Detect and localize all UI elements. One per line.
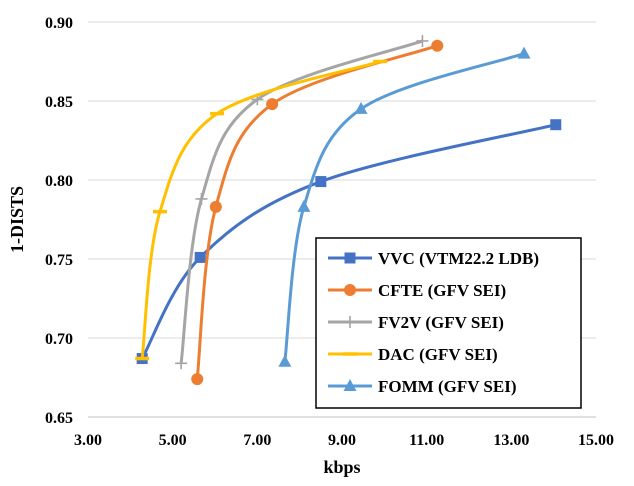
series-line <box>179 39 423 364</box>
legend-marker <box>343 379 357 391</box>
x-tick-label: 5.00 <box>159 432 187 449</box>
series-line <box>140 60 381 359</box>
data-point <box>354 101 368 114</box>
legend-label: VVC (VTM22.2 LDB) <box>378 249 539 268</box>
data-point <box>517 46 531 59</box>
y-tick-label: 0.75 <box>45 252 73 269</box>
legend-marker <box>344 284 356 296</box>
x-tick-label: 15.00 <box>578 432 614 449</box>
y-axis-title: 1-DISTS <box>7 186 27 253</box>
data-point <box>266 98 279 111</box>
y-tick-label: 0.65 <box>45 410 73 427</box>
y-tick-label: 0.90 <box>45 15 73 32</box>
series-line <box>283 52 525 362</box>
x-tick-label: 3.00 <box>74 432 102 449</box>
data-point <box>550 119 562 131</box>
legend-label: FOMM (GFV SEI) <box>378 377 517 396</box>
data-point <box>195 192 208 205</box>
data-point <box>416 34 429 47</box>
x-axis-title: kbps <box>323 457 360 477</box>
legend-label: FV2V (GFV SEI) <box>378 313 504 332</box>
y-tick-label: 0.70 <box>45 331 73 348</box>
y-tick-label: 0.80 <box>45 173 73 190</box>
x-tick-label: 13.00 <box>493 432 529 449</box>
series-lines <box>135 34 562 386</box>
data-point <box>315 176 327 188</box>
data-point <box>431 39 444 52</box>
legend: VVC (VTM22.2 LDB) CFTE (GFV SEI) FV2V (GFV… <box>315 237 582 409</box>
x-tick-label: 9.00 <box>328 432 356 449</box>
y-tick-label: 0.85 <box>45 94 73 111</box>
legend-marker <box>344 316 356 328</box>
data-point <box>175 357 188 370</box>
data-point <box>278 354 292 367</box>
legend-label: DAC (GFV SEI) <box>378 345 498 364</box>
data-point <box>297 199 311 212</box>
axes: 0.65 0.70 0.75 0.80 0.85 0.90 3.00 5.00 7.00 9.00… <box>7 15 614 477</box>
x-tick-label: 7.00 <box>243 432 271 449</box>
x-tick-label: 11.00 <box>409 432 444 449</box>
legend-marker <box>344 252 356 264</box>
data-point <box>191 373 204 386</box>
data-point <box>209 200 222 213</box>
data-point <box>194 251 206 263</box>
legend-label: CFTE (GFV SEI) <box>378 281 506 300</box>
series-line <box>140 123 557 360</box>
